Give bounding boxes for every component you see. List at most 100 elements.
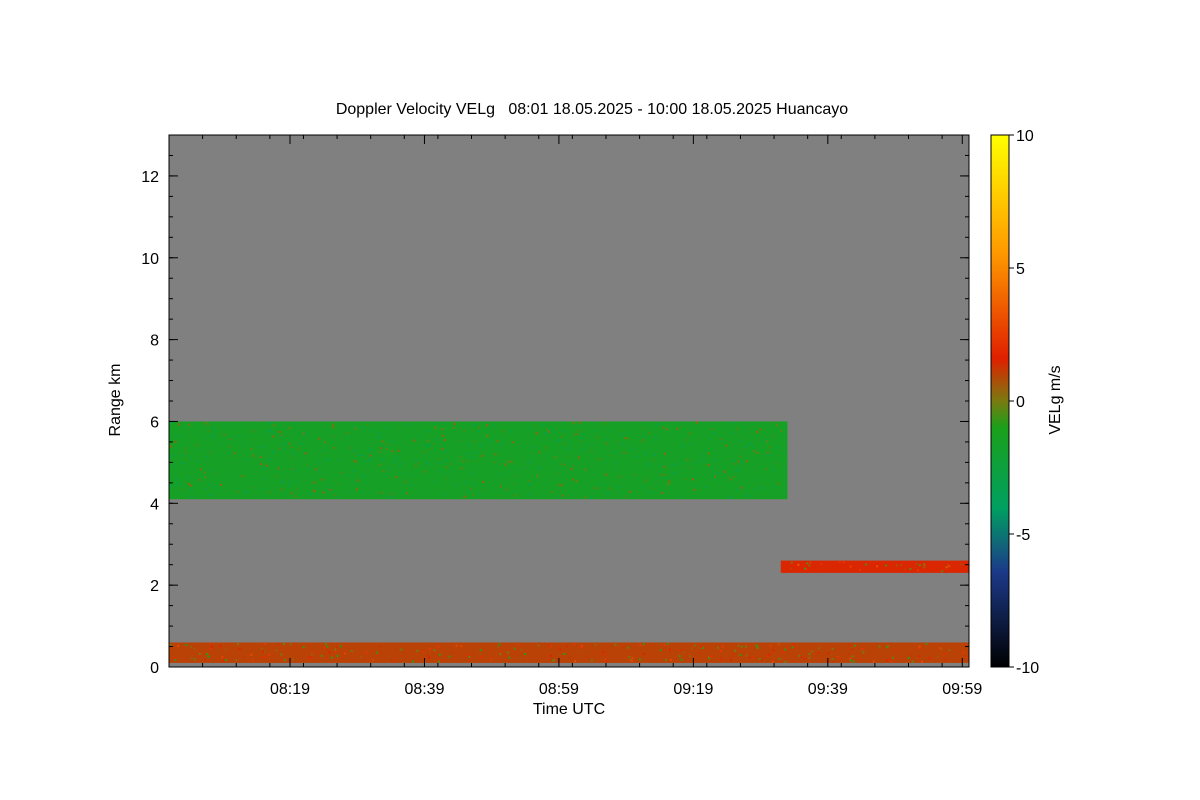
echo-speckle (573, 643, 576, 646)
echo-speckle (663, 644, 666, 647)
echo-speckle (404, 490, 407, 493)
echo-speckle (700, 645, 703, 648)
echo-speckle (811, 650, 814, 653)
echo-speckle (617, 441, 620, 444)
echo-speckle (486, 424, 489, 427)
echo-speckle (719, 439, 722, 442)
echo-speckle (521, 457, 524, 460)
echo-speckle (370, 657, 373, 660)
echo-speckle (768, 446, 771, 449)
echo-speckle (667, 482, 670, 485)
echo-speckle (312, 489, 315, 492)
echo-speckle (713, 475, 716, 478)
echo-speckle (432, 443, 435, 446)
echo-speckle (549, 439, 552, 442)
echo-speckle (187, 482, 190, 485)
echo-speckle (209, 430, 212, 433)
echo-speckle (346, 435, 349, 438)
echo-speckle (568, 441, 571, 444)
echo-speckle (729, 496, 732, 499)
echo-speckle (220, 484, 223, 487)
echo-speckle (534, 431, 537, 434)
echo-speckle (548, 644, 551, 647)
echo-speckle (745, 421, 748, 424)
echo-speckle (278, 447, 281, 450)
echo-speckle (679, 474, 682, 477)
echo-speckle (831, 660, 834, 663)
echo-speckle (695, 421, 698, 424)
echo-speckle (288, 427, 291, 430)
echo-speckle (690, 647, 693, 650)
echo-speckle (717, 456, 720, 459)
echo-speckle (551, 659, 554, 662)
echo-speckle (199, 468, 202, 471)
echo-speckle (676, 463, 679, 466)
echo-speckle (369, 457, 372, 460)
echo-speckle (847, 653, 850, 656)
echo-speckle (290, 492, 293, 495)
echo-speckle (658, 442, 661, 445)
echo-speckle (250, 653, 253, 656)
echo-speckle (271, 432, 274, 435)
echo-speckle (441, 434, 444, 437)
echo-speckle (622, 646, 625, 649)
echo-speckle (260, 459, 263, 462)
echo-speckle (268, 496, 271, 499)
echo-speckle (443, 472, 446, 475)
echo-speckle (233, 452, 236, 455)
echo-speckle (783, 461, 786, 464)
echo-speckle (489, 449, 492, 452)
echo-speckle (437, 457, 440, 460)
echo-speckle (313, 481, 316, 484)
echo-speckle (864, 563, 867, 566)
echo-speckle (639, 644, 642, 647)
echo-speckle (756, 431, 759, 434)
echo-speckle (659, 473, 662, 476)
echo-speckle (608, 454, 611, 457)
echo-speckle (460, 467, 463, 470)
echo-speckle (917, 569, 920, 572)
echo-speckle (224, 659, 227, 662)
echo-speckle (187, 466, 190, 469)
echo-speckle (478, 429, 481, 432)
echo-speckle (644, 444, 647, 447)
echo-speckle (499, 442, 502, 445)
echo-speckle (769, 644, 772, 647)
echo-speckle (515, 489, 518, 492)
colorbar-tick-label: 10 (1016, 128, 1034, 145)
echo-speckle (732, 652, 735, 655)
echo-speckle (620, 433, 623, 436)
echo-speckle (842, 561, 845, 564)
echo-speckle (794, 566, 797, 569)
echo-speckle (627, 431, 630, 434)
echo-speckle (792, 643, 795, 646)
echo-speckle (778, 657, 781, 660)
echo-speckle (507, 460, 510, 463)
echo-speckle (671, 463, 674, 466)
echo-speckle (603, 483, 606, 486)
echo-speckle (770, 494, 773, 497)
echo-speckle (730, 659, 733, 662)
echo-speckle (463, 452, 466, 455)
echo-speckle (680, 459, 683, 462)
echo-speckle (643, 653, 646, 656)
echo-speckle (208, 448, 211, 451)
echo-speckle (479, 481, 482, 484)
echo-speckle (817, 647, 820, 650)
echo-speckle (721, 645, 724, 648)
echo-speckle (189, 457, 192, 460)
echo-speckle (289, 643, 292, 646)
echo-speckle (685, 427, 688, 430)
echo-speckle (200, 421, 203, 424)
echo-speckle (680, 649, 683, 652)
echo-speckle (416, 460, 419, 463)
echo-speckle (211, 435, 214, 438)
echo-speckle (529, 494, 532, 497)
echo-speckle (227, 452, 230, 455)
echo-speckle (520, 648, 523, 651)
echo-speckle (262, 467, 265, 470)
echo-speckle (778, 643, 781, 646)
echo-speckle (640, 440, 643, 443)
echo-speckle (777, 462, 780, 465)
echo-speckle (232, 455, 235, 458)
